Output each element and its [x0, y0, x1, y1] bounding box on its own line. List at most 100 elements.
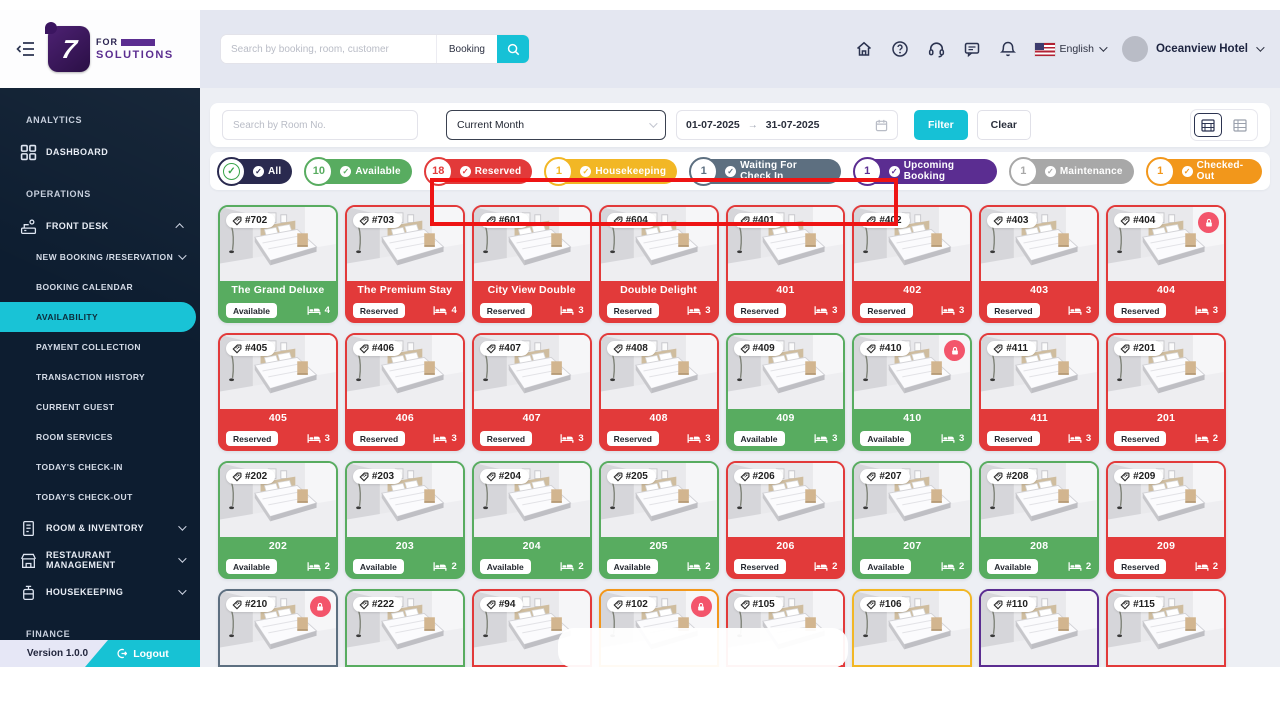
sidebar-item-today-s-check-in[interactable]: TODAY'S CHECK-IN: [0, 452, 200, 482]
room-card-403[interactable]: #403 403 Reserved 3: [979, 205, 1100, 323]
room-card-604[interactable]: #604 Double Delight Reserved 3: [598, 205, 719, 323]
sidebar-item-housekeeping[interactable]: HOUSEKEEPING: [0, 576, 200, 608]
clear-button[interactable]: Clear: [976, 110, 1031, 140]
hotel-account-menu[interactable]: Oceanview Hotel: [1121, 36, 1265, 62]
status-chips-bar: ✓ ✓ All 10 ✓ Available 18 ✓ Reserved 1 ✓ Housekeepi…: [210, 152, 1270, 190]
room-number-badge: #601: [479, 213, 529, 228]
room-card-406[interactable]: #406 406 Reserved 3: [344, 333, 465, 451]
check-icon: ✓: [888, 165, 900, 177]
room-card-203[interactable]: #203 203 Available 2: [344, 461, 465, 579]
sidebar-item-current-guest[interactable]: CURRENT GUEST: [0, 392, 200, 422]
room-card-411[interactable]: #411 411 Reserved 3: [979, 333, 1100, 451]
room-photo: #411: [981, 335, 1098, 409]
bed-count: 3: [687, 433, 711, 444]
room-card-209[interactable]: #209 209 Reserved 2: [1106, 461, 1226, 579]
us-flag-icon: [1034, 42, 1055, 56]
sidebar-item-payment-collection[interactable]: PAYMENT COLLECTION: [0, 332, 200, 362]
room-photo: #601: [473, 207, 590, 281]
room-card-402[interactable]: #402 402 Reserved 3: [852, 205, 973, 323]
room-card-207[interactable]: #207 207 Available 2: [852, 461, 973, 579]
status-chip-available[interactable]: 10 ✓ Available: [304, 156, 412, 186]
status-chip-all[interactable]: ✓ ✓ All: [217, 156, 293, 186]
room-card-703[interactable]: #703 The Premium Stay Reserved 4: [344, 205, 465, 323]
sidebar-item-availability[interactable]: AVAILABILITY: [0, 302, 196, 332]
sidebar-item-front-desk[interactable]: FRONT DESK: [0, 210, 200, 242]
room-photo: #406: [346, 335, 463, 409]
sidebar-section-finance: FINANCE: [26, 629, 71, 639]
room-card-210[interactable]: #210: [218, 589, 338, 667]
room-number-badge: #202: [226, 469, 276, 484]
tag-icon: [359, 344, 369, 354]
room-search-input[interactable]: [222, 110, 418, 140]
room-card-115[interactable]: #115: [1106, 589, 1226, 667]
room-card-405[interactable]: #405 405 Reserved 3: [218, 333, 338, 451]
room-status-badge: Reserved: [479, 431, 533, 446]
room-card-201[interactable]: #201 201 Reserved 2: [1106, 333, 1226, 451]
room-card-footer: 201 Reserved 2: [1108, 409, 1224, 449]
sidebar-item-today-s-check-out[interactable]: TODAY'S CHECK-OUT: [0, 482, 200, 512]
sidebar-collapse-icon[interactable]: [16, 41, 36, 57]
date-range-picker[interactable]: 01-07-2025 → 31-07-2025: [676, 110, 898, 140]
room-card-206[interactable]: #206 206 Reserved 2: [725, 461, 846, 579]
room-status-badge: Available: [606, 559, 658, 574]
room-card-601[interactable]: #601 City View Double Reserved 3: [471, 205, 592, 323]
room-name: 402: [903, 284, 922, 296]
period-select[interactable]: Current Month: [446, 110, 666, 140]
room-card-409[interactable]: #409 409 Available 3: [725, 333, 846, 451]
room-name: 403: [1030, 284, 1049, 296]
support-icon[interactable]: [927, 40, 946, 59]
status-chip-checked-out[interactable]: 1 ✓ Checked-Out: [1145, 156, 1262, 186]
room-card-401[interactable]: #401 401 Reserved 3: [725, 205, 846, 323]
room-card-410[interactable]: #410 410 Available 3: [852, 333, 973, 451]
room-card-408[interactable]: #408 408 Reserved 3: [598, 333, 719, 451]
home-icon[interactable]: [855, 40, 874, 59]
room-card-222[interactable]: #222: [344, 589, 465, 667]
status-chip-reserved[interactable]: 18 ✓ Reserved: [423, 156, 533, 186]
help-icon[interactable]: [891, 40, 910, 59]
status-chip-upcoming-booking[interactable]: 1 ✓ Upcoming Booking: [852, 156, 997, 186]
search-category-select[interactable]: Booking: [435, 35, 497, 63]
list-view-button[interactable]: [1226, 113, 1254, 137]
status-chip-maintenance[interactable]: 1 ✓ Maintenance: [1008, 156, 1134, 186]
room-card-702[interactable]: #702 The Grand Deluxe Available 4: [218, 205, 338, 323]
bed-icon: [941, 433, 955, 444]
sidebar-item-restaurant-management[interactable]: RESTAURANT MANAGEMENT: [0, 544, 200, 576]
room-card-footer: 407 Reserved 3: [474, 409, 590, 449]
sidebar-item-label: FRONT DESK: [46, 221, 109, 231]
room-name: 207: [903, 540, 922, 552]
filter-button[interactable]: Filter: [914, 110, 968, 140]
sidebar-item-dashboard[interactable]: DASHBOARD: [0, 136, 200, 168]
sidebar-item-room-services[interactable]: ROOM SERVICES: [0, 422, 200, 452]
messages-icon[interactable]: [963, 40, 982, 59]
room-card-208[interactable]: #208 208 Available 2: [979, 461, 1100, 579]
sidebar-item-new-booking-reservation[interactable]: NEW BOOKING /RESERVATION: [0, 242, 200, 272]
room-card-footer: Double Delight Reserved 3: [601, 281, 717, 321]
search-button[interactable]: [497, 35, 529, 63]
brand-logo-mark: 7: [45, 22, 90, 72]
status-chip-waiting-for-check-in[interactable]: 1 ✓ Waiting For Check In: [689, 156, 841, 186]
room-card-404[interactable]: #404 404 Reserved 3: [1106, 205, 1226, 323]
topbar: Booking English Oceanview Hotel: [200, 10, 1280, 88]
grid-view-button[interactable]: [1194, 113, 1222, 137]
room-name: 404: [1157, 284, 1176, 296]
room-card-106[interactable]: #106: [852, 589, 973, 667]
room-number-badge: #411: [987, 341, 1036, 356]
room-number-badge: #208: [987, 469, 1037, 484]
sidebar-item-transaction-history[interactable]: TRANSACTION HISTORY: [0, 362, 200, 392]
room-card-205[interactable]: #205 205 Available 2: [598, 461, 719, 579]
room-card-202[interactable]: #202 202 Available 2: [218, 461, 338, 579]
tag-icon: [613, 472, 623, 482]
tag-icon: [486, 344, 496, 354]
bed-icon: [1195, 305, 1209, 316]
language-select[interactable]: English: [1034, 42, 1108, 56]
room-card-110[interactable]: #110: [979, 589, 1100, 667]
room-card-407[interactable]: #407 407 Reserved 3: [471, 333, 592, 451]
sidebar-item-room-inventory[interactable]: ROOM & INVENTORY: [0, 512, 200, 544]
sidebar-section-analytics: ANALYTICS: [26, 115, 83, 125]
status-chip-housekeeping[interactable]: 1 ✓ Housekeeping: [544, 156, 678, 186]
global-search-input[interactable]: [221, 35, 436, 63]
room-card-204[interactable]: #204 204 Available 2: [471, 461, 592, 579]
sidebar-item-booking-calendar[interactable]: BOOKING CALENDAR: [0, 272, 200, 302]
notifications-icon[interactable]: [999, 40, 1018, 59]
